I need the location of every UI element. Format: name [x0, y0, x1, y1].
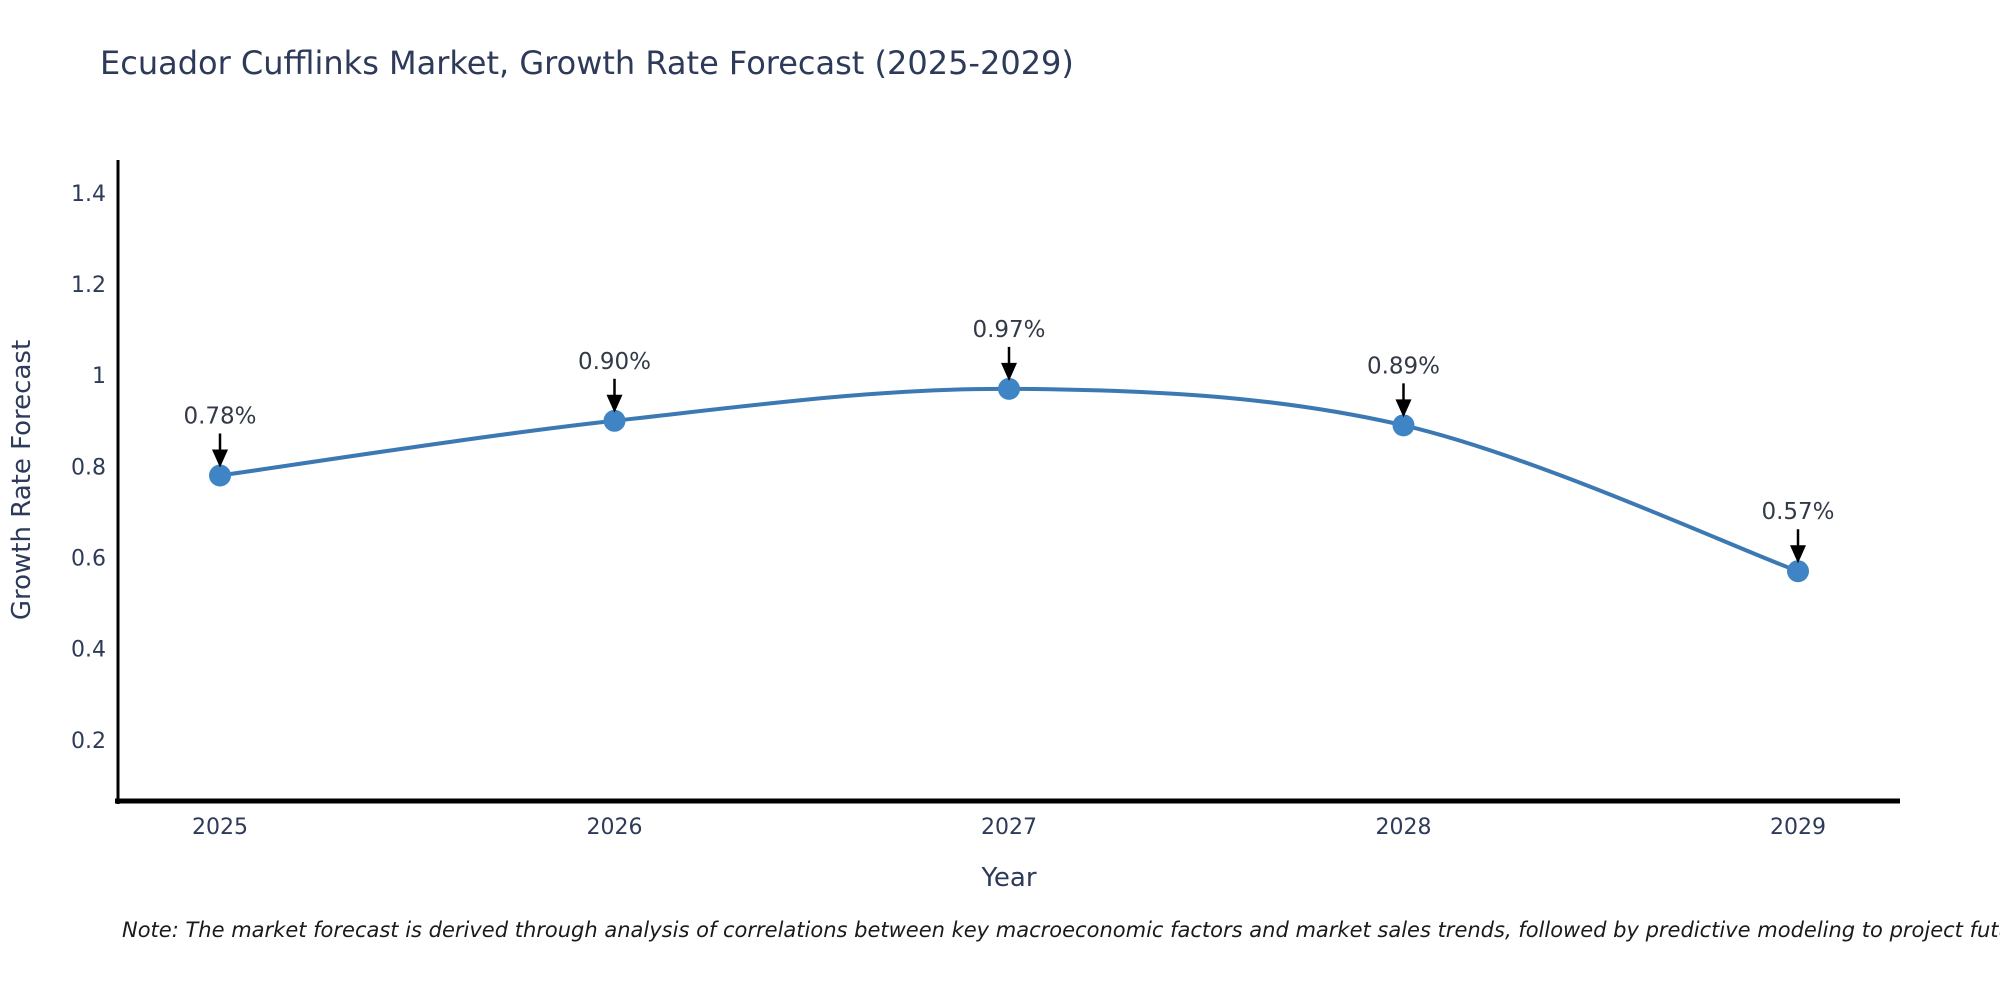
y-tick-label: 1.2	[71, 273, 106, 298]
annotation-label: 0.90%	[578, 349, 651, 375]
y-tick-label: 1	[92, 364, 106, 389]
y-tick-label: 1.4	[71, 182, 106, 207]
x-tick-label: 2026	[587, 815, 643, 840]
x-tick-label: 2028	[1376, 815, 1432, 840]
annotation-arrowhead	[1001, 362, 1017, 381]
annotation-arrowhead	[212, 449, 228, 468]
annotation-arrowhead	[1790, 545, 1806, 564]
data-point-marker	[209, 464, 231, 487]
x-tick-label: 2025	[192, 815, 248, 840]
series-line	[219, 386, 1799, 574]
annotation-label: 0.78%	[183, 403, 256, 429]
annotation-arrowhead	[1395, 399, 1412, 418]
y-axis-title: Growth Rate Forecast	[7, 340, 37, 620]
y-tick-label: 0.8	[71, 455, 106, 480]
y-tick-label: 0.4	[71, 638, 106, 663]
annotation-layer: 0.78% 0.90% 0.97% 0.89% 0.57%	[183, 317, 1835, 564]
data-point-marker	[998, 377, 1020, 400]
chart-title: Ecuador Cufflinks Market, Growth Rate Fo…	[100, 44, 1074, 82]
data-point-marker	[603, 409, 626, 432]
y-tick-label: 0.2	[71, 729, 106, 754]
annotation-arrowhead	[606, 394, 623, 413]
data-point-marker	[1787, 560, 1809, 583]
series-layer	[209, 377, 1809, 583]
y-tick-label: 0.6	[71, 547, 106, 572]
data-point-marker	[1392, 414, 1415, 437]
axes-layer: 0.2 0.4 0.6 0.8 1 1.2 1.4 2025 2026 2027 2028 2029	[71, 160, 1900, 840]
annotation-label: 0.57%	[1761, 499, 1834, 525]
x-tick-label: 2027	[981, 815, 1037, 840]
x-tick-label: 2029	[1770, 815, 1826, 840]
annotation-label: 0.89%	[1367, 353, 1440, 379]
footnote: Note: The market forecast is derived thr…	[122, 918, 2000, 942]
x-axis-title: Year	[980, 863, 1036, 893]
annotation-label: 0.97%	[972, 317, 1045, 343]
